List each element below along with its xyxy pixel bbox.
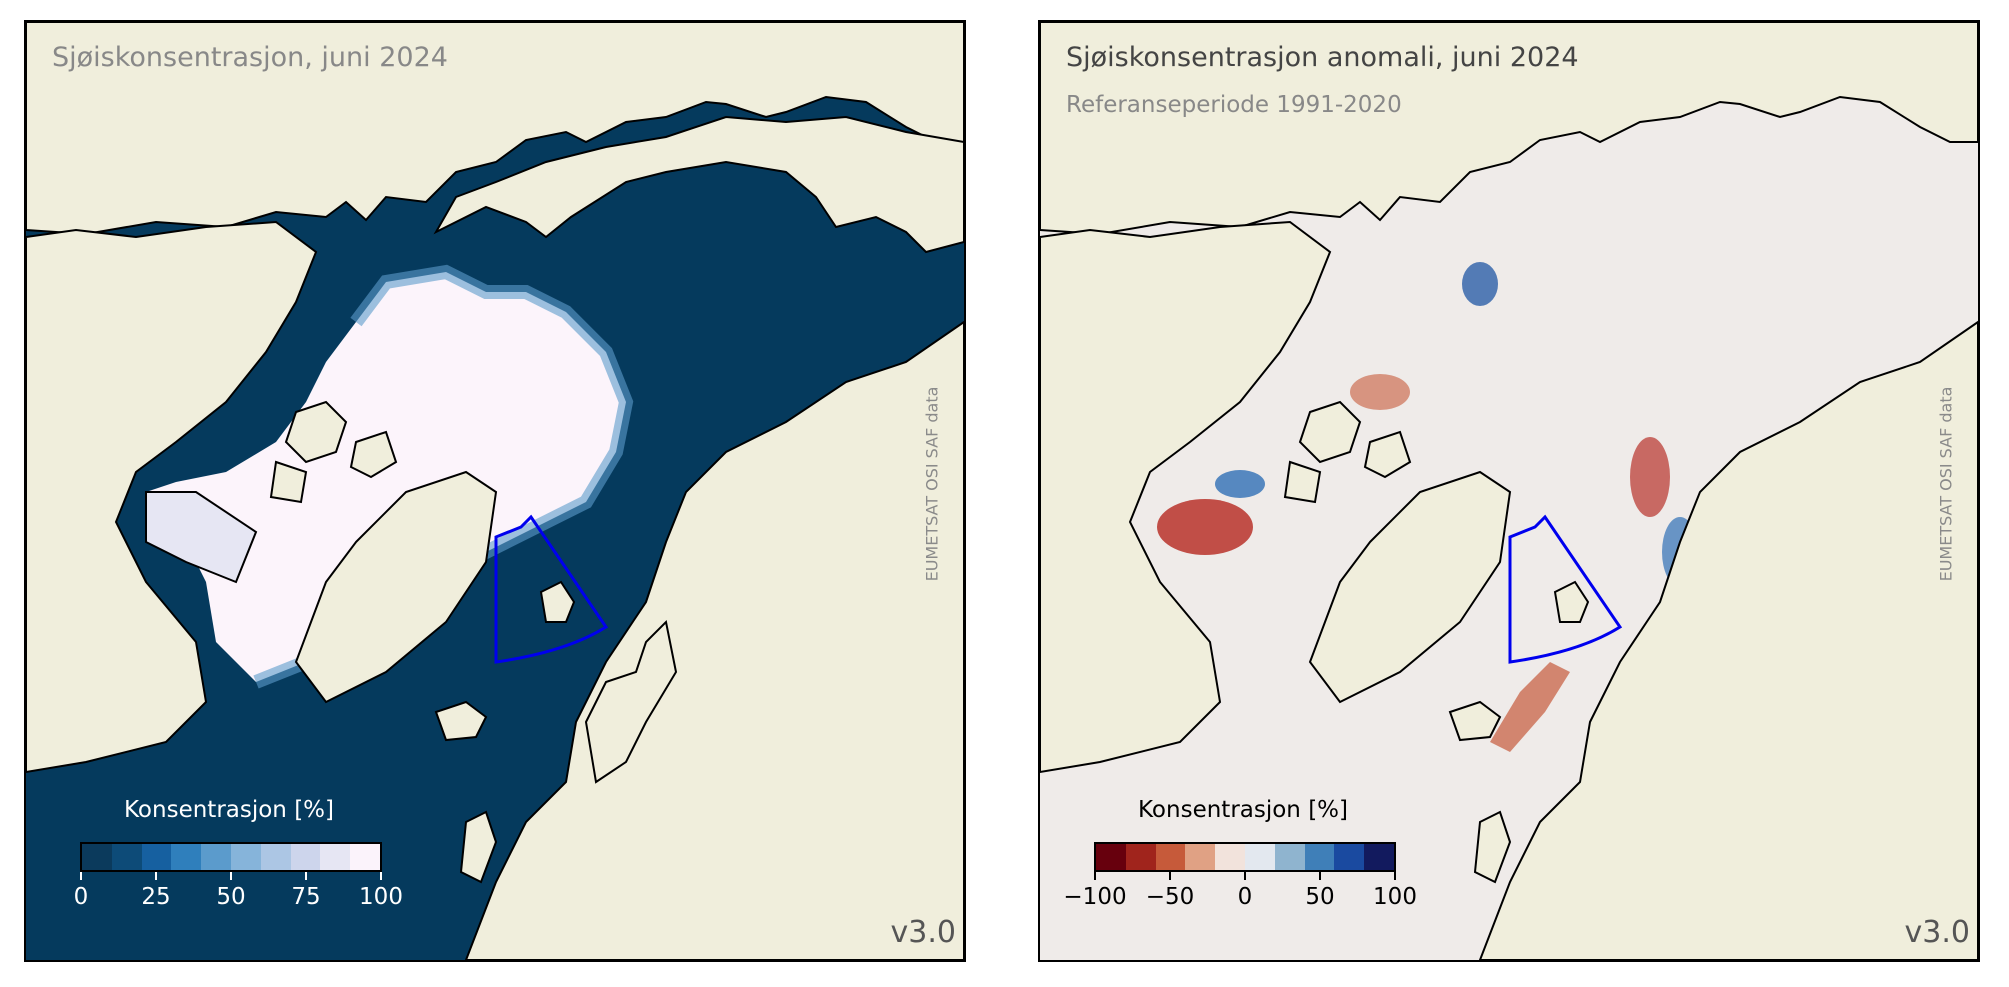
land-europe (1478, 320, 1978, 960)
barents-sea-region-outline (1508, 514, 1623, 664)
negative-anomaly-hudson (1157, 499, 1253, 555)
sea-ice-pack (146, 272, 626, 682)
colorbar-segment (1125, 844, 1156, 870)
land-asia (1040, 22, 1978, 236)
data-credit: EUMETSAT OSI SAF data (922, 386, 942, 582)
colorbar-tick-label: −50 (1145, 884, 1195, 910)
concentration-map-panel: Sjøiskonsentrasjon, juni 2024 EUMETSAT O… (24, 20, 966, 962)
negative-anomaly-greenland-sea (1490, 662, 1570, 752)
map-title: Sjøiskonsentrasjon anomali, juni 2024 (1066, 42, 1579, 73)
colorbar-segment (111, 844, 142, 870)
colorbar-tick (155, 872, 157, 880)
anomaly-map-panel: Sjøiskonsentrasjon anomali, juni 2024 Re… (1038, 20, 1980, 962)
land-europe (464, 320, 964, 960)
barents-sea-region-outline (494, 514, 609, 664)
anomaly-colorbar (1094, 842, 1396, 872)
anomaly-map (1040, 22, 1978, 960)
land-uk (459, 810, 498, 884)
colorbar-segment (1244, 844, 1275, 870)
colorbar-tick (305, 872, 307, 880)
version-label: v3.0 (1904, 915, 1970, 950)
colorbar-segment (1185, 844, 1216, 870)
colorbar-tick (230, 872, 232, 880)
colorbar-segment (1304, 844, 1335, 870)
colorbar-tick (80, 872, 82, 880)
colorbar-tick (1394, 872, 1396, 880)
land-iceland (1448, 700, 1502, 742)
land-scandinavia (584, 619, 678, 784)
colorbar-segment (82, 844, 112, 870)
land-archipelago (1283, 400, 1412, 504)
land-siberia-east (433, 115, 964, 254)
positive-anomaly-laptev (1462, 262, 1498, 306)
colorbar-segment (320, 844, 351, 870)
land-north-america (26, 220, 318, 774)
colorbar-tick-label: 50 (1305, 884, 1335, 910)
hudson-bay-ice (145, 491, 258, 584)
colorbar-segment (350, 844, 380, 870)
colorbar-segment (1334, 844, 1365, 870)
colorbar-segment (290, 844, 321, 870)
map-subtitle: Referanseperiode 1991-2020 (1066, 92, 1402, 118)
colorbar-title: Konsentrasjon [%] (124, 797, 334, 823)
land-svalbard (539, 580, 576, 623)
land-iceland (434, 700, 488, 742)
colorbar-tick-label: 0 (73, 884, 89, 910)
map-title: Sjøiskonsentrasjon, juni 2024 (52, 42, 448, 73)
concentration-map (26, 22, 964, 960)
colorbar-title: Konsentrasjon [%] (1138, 797, 1348, 823)
concentration-colorbar (80, 842, 382, 872)
colorbar-tick-label: 75 (291, 884, 321, 910)
colorbar-tick-label: −100 (1063, 884, 1127, 910)
colorbar-tick (1319, 872, 1321, 880)
colorbar-tick-label: 100 (1373, 884, 1417, 910)
colorbar-tick-label: 25 (141, 884, 171, 910)
colorbar-segment (1274, 844, 1305, 870)
colorbar-segment (1215, 844, 1245, 870)
colorbar-segment (171, 844, 202, 870)
colorbar-tick-label: 0 (1237, 884, 1253, 910)
land-uk (1473, 810, 1512, 884)
colorbar-tick-label: 50 (216, 884, 246, 910)
colorbar-tick (1094, 872, 1096, 880)
colorbar-segment (230, 844, 261, 870)
version-label: v3.0 (890, 915, 956, 950)
colorbar-segment (260, 844, 291, 870)
land-asia (26, 22, 964, 236)
colorbar-tick (1169, 872, 1171, 880)
colorbar-tick (380, 872, 382, 880)
colorbar-segment (141, 844, 172, 870)
colorbar-segment (1155, 844, 1186, 870)
land-greenland (1308, 470, 1512, 704)
land-svalbard (1553, 580, 1590, 623)
data-credit: EUMETSAT OSI SAF data (1936, 386, 1956, 582)
colorbar-segment (201, 844, 231, 870)
land-archipelago (269, 400, 398, 504)
negative-anomaly-beaufort (1350, 374, 1410, 410)
negative-anomaly-barents (1630, 437, 1670, 517)
colorbar-tick (1244, 872, 1246, 880)
colorbar-segment (1096, 844, 1126, 870)
land-greenland (294, 470, 498, 704)
colorbar-tick-label: 100 (359, 884, 403, 910)
colorbar-segment (1364, 844, 1394, 870)
land-north-america (1040, 220, 1332, 774)
positive-anomaly-hudson (1215, 470, 1265, 498)
